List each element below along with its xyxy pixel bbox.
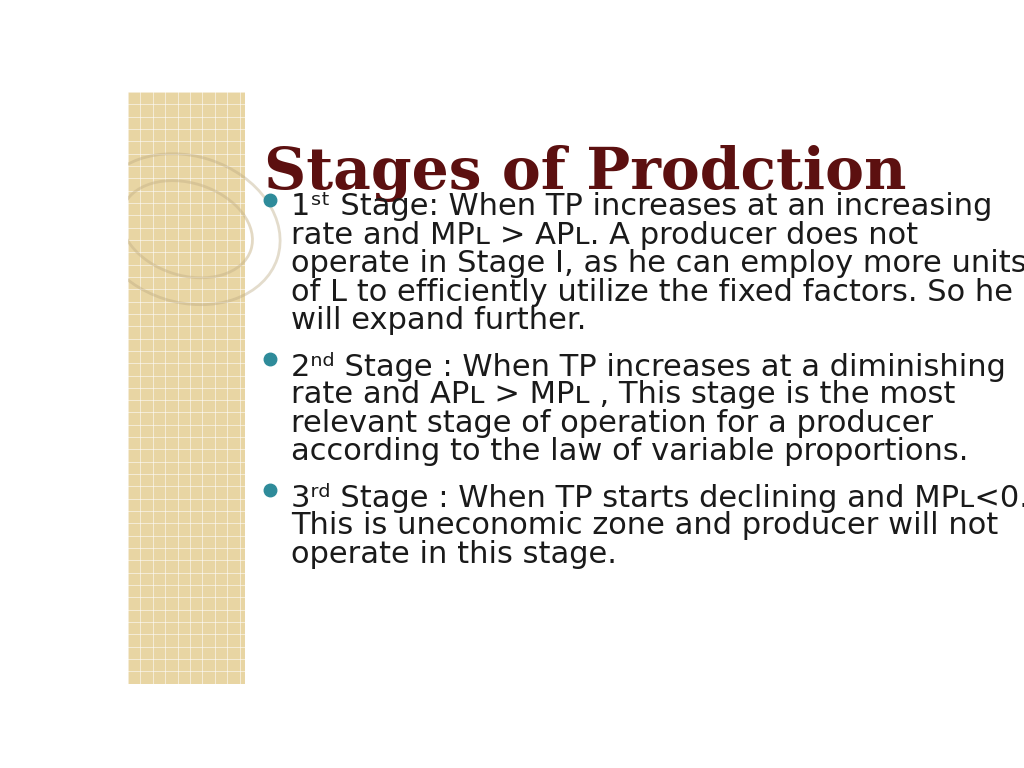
- Text: Stages of Prodction: Stages of Prodction: [263, 144, 906, 201]
- Text: operate in Stage I, as he can employ more units: operate in Stage I, as he can employ mor…: [291, 250, 1024, 278]
- Bar: [246, 92, 922, 684]
- Text: This is uneconomic zone and producer will not: This is uneconomic zone and producer wil…: [291, 511, 998, 540]
- Text: rate and MPʟ > APʟ. A producer does not: rate and MPʟ > APʟ. A producer does not: [291, 220, 918, 250]
- Text: according to the law of variable proportions.: according to the law of variable proport…: [291, 437, 968, 466]
- Bar: [128, 92, 246, 684]
- Text: 3ʳᵈ Stage : When TP starts declining and MPʟ<0.: 3ʳᵈ Stage : When TP starts declining and…: [291, 482, 1024, 512]
- Text: will expand further.: will expand further.: [291, 306, 586, 335]
- Text: operate in this stage.: operate in this stage.: [291, 540, 616, 568]
- Text: 1ˢᵗ Stage: When TP increases at an increasing: 1ˢᵗ Stage: When TP increases at an incre…: [291, 192, 992, 221]
- Text: of L to efficiently utilize the fixed factors. So he: of L to efficiently utilize the fixed fa…: [291, 278, 1013, 306]
- Text: 2ⁿᵈ Stage : When TP increases at a diminishing: 2ⁿᵈ Stage : When TP increases at a dimin…: [291, 352, 1006, 382]
- Text: relevant stage of operation for a producer: relevant stage of operation for a produc…: [291, 409, 933, 438]
- Text: rate and APʟ > MPʟ , This stage is the most: rate and APʟ > MPʟ , This stage is the m…: [291, 380, 955, 409]
